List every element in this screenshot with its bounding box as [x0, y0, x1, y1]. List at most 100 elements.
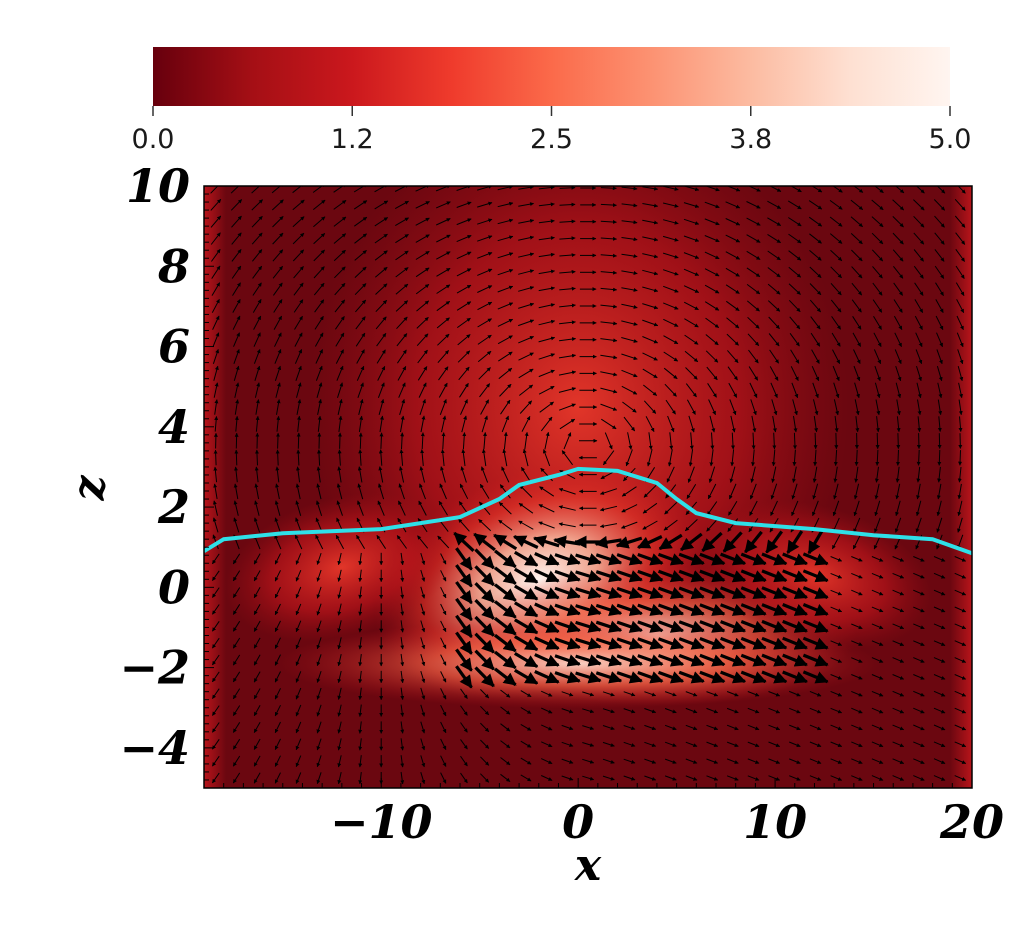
vector-arrow: [316, 738, 322, 751]
vector-arrow: [664, 691, 677, 697]
vector-arrow: [493, 533, 518, 551]
vector-arrow: [748, 366, 759, 381]
vector-arrow: [213, 483, 218, 499]
vector-arrow: [400, 670, 405, 684]
vector-arrow: [437, 333, 450, 346]
vector-arrow: [767, 283, 781, 295]
vector-arrow: [520, 466, 531, 483]
vector-arrow: [616, 553, 643, 566]
vector-arrow: [214, 416, 219, 432]
vector-arrow: [213, 449, 218, 466]
vector-arrow: [292, 199, 305, 211]
vector-arrow: [768, 707, 781, 714]
vector-arrow: [602, 708, 615, 714]
vector-arrow: [518, 235, 535, 241]
vector-arrow: [747, 758, 760, 764]
vector-arrow: [729, 399, 737, 416]
vector-arrow: [460, 705, 468, 716]
vector-arrow: [417, 349, 428, 364]
vector-arrow: [253, 553, 261, 565]
vector-arrow: [481, 448, 487, 467]
vector-arrow: [782, 552, 808, 566]
vector-arrow: [747, 316, 760, 329]
vector-arrow: [621, 186, 638, 191]
vector-arrow: [768, 741, 781, 748]
vector-arrow: [453, 531, 475, 552]
vector-arrow: [479, 483, 490, 499]
vector-arrow: [616, 569, 643, 583]
vector-arrow: [740, 670, 767, 684]
vector-arrow: [524, 431, 529, 450]
vector-arrow: [457, 334, 471, 346]
vector-arrow: [769, 366, 779, 381]
vector-arrow: [744, 530, 763, 554]
vector-arrow: [644, 775, 657, 781]
vector-arrow: [685, 775, 698, 781]
vector-arrow: [809, 741, 822, 748]
vector-arrow: [211, 604, 220, 615]
vector-arrow: [232, 282, 241, 296]
vector-arrow: [720, 636, 747, 650]
vector-arrow: [378, 399, 385, 416]
vector-arrow: [768, 691, 781, 697]
vector-arrow: [621, 303, 638, 309]
vector-arrow: [575, 553, 602, 566]
vector-arrow: [642, 269, 659, 276]
vector-arrow: [415, 201, 430, 209]
vector-arrow: [252, 265, 263, 279]
vector-arrow: [376, 349, 386, 364]
vector-arrow: [663, 519, 678, 531]
vector-arrow: [561, 708, 574, 714]
vector-arrow: [271, 186, 284, 194]
vector-arrow: [687, 466, 695, 483]
vector-arrow: [234, 449, 239, 466]
vector-arrow: [561, 724, 574, 731]
vector-arrow: [686, 483, 697, 499]
vector-arrow: [211, 282, 221, 296]
vector-arrow: [480, 705, 490, 716]
vector-arrow: [740, 569, 767, 583]
vector-arrow: [747, 741, 760, 748]
vector-arrow: [420, 670, 426, 683]
vector-arrow: [503, 431, 508, 450]
vector-arrow: [272, 232, 284, 245]
vector-arrow: [253, 705, 261, 717]
vector-arrow: [358, 432, 363, 449]
vector-arrow: [354, 266, 367, 278]
vector-arrow: [789, 707, 801, 714]
vector-arrow: [316, 586, 322, 599]
vector-arrow: [293, 299, 304, 313]
vector-arrow: [271, 199, 284, 211]
vector-arrow: [616, 620, 643, 633]
vector-arrow: [740, 636, 767, 650]
vector-arrow: [316, 704, 322, 717]
vector-arrow: [440, 688, 447, 700]
vector-arrow: [459, 483, 469, 500]
colorbar: 0.0 1.2 2.5 3.8 5.0: [132, 47, 971, 155]
vector-arrow: [296, 399, 302, 415]
vector-arrow: [415, 186, 430, 192]
vector-arrow: [233, 332, 240, 347]
vector-arrow: [662, 202, 679, 208]
vector-arrow: [520, 723, 532, 731]
vector-arrow: [664, 383, 677, 397]
vector-arrow: [272, 265, 283, 279]
vector-arrow: [478, 519, 492, 532]
vector-arrow: [457, 350, 471, 363]
vector-arrow: [420, 772, 426, 785]
vector-arrow: [357, 382, 364, 398]
vector-arrow: [684, 350, 699, 363]
vector-arrow: [788, 217, 802, 227]
vector-arrow: [358, 399, 364, 416]
vector-arrow: [501, 415, 509, 433]
vector-arrow: [768, 316, 780, 330]
vector-arrow: [354, 250, 367, 261]
vector-arrow: [582, 725, 595, 731]
vector-arrow: [400, 415, 405, 433]
vector-arrow: [231, 215, 242, 228]
vector-arrow: [210, 198, 222, 211]
vector-arrow: [494, 633, 517, 653]
vector-arrow: [297, 415, 301, 432]
vector-arrow: [595, 603, 623, 616]
vector-arrow: [398, 500, 406, 516]
